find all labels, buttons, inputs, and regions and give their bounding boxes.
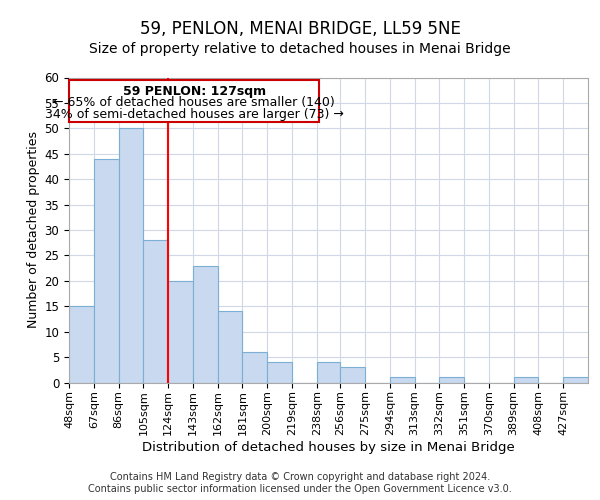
Bar <box>193 266 218 382</box>
Bar <box>119 128 143 382</box>
Text: 59, PENLON, MENAI BRIDGE, LL59 5NE: 59, PENLON, MENAI BRIDGE, LL59 5NE <box>140 20 460 38</box>
Bar <box>94 159 119 382</box>
Text: Size of property relative to detached houses in Menai Bridge: Size of property relative to detached ho… <box>89 42 511 56</box>
Bar <box>390 378 415 382</box>
Text: Contains HM Land Registry data © Crown copyright and database right 2024.
Contai: Contains HM Land Registry data © Crown c… <box>88 472 512 494</box>
Bar <box>514 378 538 382</box>
Bar <box>267 362 292 382</box>
Text: 34% of semi-detached houses are larger (73) →: 34% of semi-detached houses are larger (… <box>45 108 344 121</box>
Y-axis label: Number of detached properties: Number of detached properties <box>27 132 40 328</box>
Text: 59 PENLON: 127sqm: 59 PENLON: 127sqm <box>122 84 266 98</box>
Bar <box>143 240 168 382</box>
Bar <box>340 367 365 382</box>
FancyBboxPatch shape <box>69 80 319 122</box>
Bar <box>439 378 464 382</box>
Bar <box>69 306 94 382</box>
Text: ← 65% of detached houses are smaller (140): ← 65% of detached houses are smaller (14… <box>53 96 335 110</box>
Bar <box>317 362 340 382</box>
Bar <box>218 312 242 382</box>
Bar <box>563 378 588 382</box>
Bar <box>168 281 193 382</box>
Bar <box>242 352 267 382</box>
X-axis label: Distribution of detached houses by size in Menai Bridge: Distribution of detached houses by size … <box>142 441 515 454</box>
